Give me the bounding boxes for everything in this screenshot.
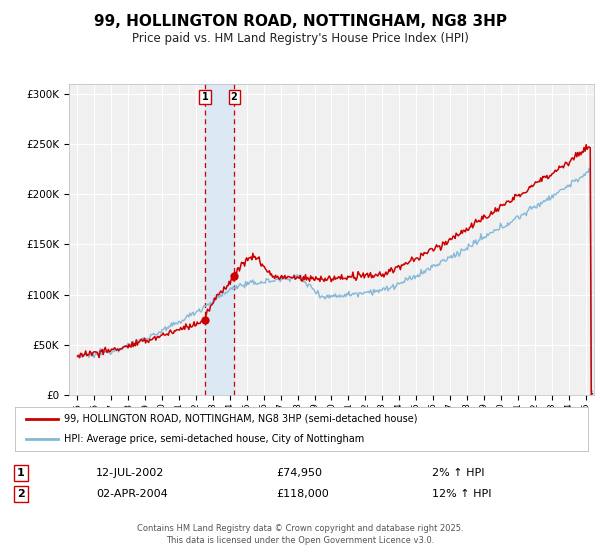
Text: 2: 2 bbox=[231, 92, 238, 102]
Text: 2% ↑ HPI: 2% ↑ HPI bbox=[432, 468, 485, 478]
Text: £118,000: £118,000 bbox=[276, 489, 329, 499]
Text: 2: 2 bbox=[17, 489, 25, 499]
Text: Price paid vs. HM Land Registry's House Price Index (HPI): Price paid vs. HM Land Registry's House … bbox=[131, 32, 469, 45]
Text: 12% ↑ HPI: 12% ↑ HPI bbox=[432, 489, 491, 499]
Text: 99, HOLLINGTON ROAD, NOTTINGHAM, NG8 3HP (semi-detached house): 99, HOLLINGTON ROAD, NOTTINGHAM, NG8 3HP… bbox=[64, 414, 417, 424]
Text: 02-APR-2004: 02-APR-2004 bbox=[96, 489, 168, 499]
Text: 1: 1 bbox=[17, 468, 25, 478]
Text: £74,950: £74,950 bbox=[276, 468, 322, 478]
Bar bbox=[205, 84, 234, 395]
Text: HPI: Average price, semi-detached house, City of Nottingham: HPI: Average price, semi-detached house,… bbox=[64, 434, 364, 444]
Text: 12-JUL-2002: 12-JUL-2002 bbox=[96, 468, 164, 478]
Text: 1: 1 bbox=[202, 92, 208, 102]
Text: Contains HM Land Registry data © Crown copyright and database right 2025.
This d: Contains HM Land Registry data © Crown c… bbox=[137, 524, 463, 545]
Text: 99, HOLLINGTON ROAD, NOTTINGHAM, NG8 3HP: 99, HOLLINGTON ROAD, NOTTINGHAM, NG8 3HP bbox=[94, 14, 506, 29]
